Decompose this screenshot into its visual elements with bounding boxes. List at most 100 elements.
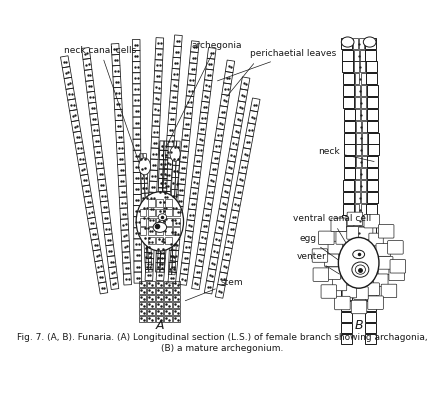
Ellipse shape <box>341 37 354 47</box>
Text: neck: neck <box>318 147 374 162</box>
FancyBboxPatch shape <box>364 214 380 228</box>
Bar <box>148 209 155 216</box>
Text: stem: stem <box>185 278 243 301</box>
FancyBboxPatch shape <box>336 232 350 244</box>
Bar <box>343 73 354 84</box>
Bar <box>164 280 172 287</box>
Bar <box>365 38 376 49</box>
Bar <box>342 62 353 73</box>
Bar <box>140 209 146 216</box>
FancyBboxPatch shape <box>378 224 394 238</box>
Bar <box>355 180 360 191</box>
Bar <box>356 144 360 156</box>
FancyBboxPatch shape <box>347 212 363 226</box>
Bar <box>365 50 376 60</box>
Bar <box>367 97 378 108</box>
Bar <box>173 309 180 316</box>
Bar <box>173 316 180 322</box>
Bar <box>368 144 379 156</box>
Bar <box>344 109 355 120</box>
Ellipse shape <box>136 192 183 251</box>
Bar <box>156 295 163 301</box>
Bar <box>341 290 352 300</box>
Bar <box>148 237 155 244</box>
Bar <box>173 295 180 301</box>
FancyBboxPatch shape <box>326 267 340 280</box>
FancyBboxPatch shape <box>368 296 383 310</box>
Bar <box>355 85 360 96</box>
Bar <box>156 316 163 322</box>
FancyBboxPatch shape <box>324 254 339 266</box>
Ellipse shape <box>352 262 369 277</box>
Bar <box>342 216 353 226</box>
FancyBboxPatch shape <box>351 300 367 314</box>
Bar <box>354 227 359 238</box>
Bar <box>353 38 358 49</box>
Bar <box>156 309 163 316</box>
FancyBboxPatch shape <box>347 226 361 239</box>
Ellipse shape <box>170 146 180 161</box>
Bar <box>356 109 360 120</box>
Bar <box>156 302 163 308</box>
Bar <box>361 85 366 96</box>
FancyBboxPatch shape <box>359 227 373 240</box>
Bar <box>361 168 366 179</box>
Bar <box>366 73 377 84</box>
Bar <box>341 312 352 322</box>
FancyBboxPatch shape <box>328 241 342 254</box>
Bar <box>139 288 146 294</box>
Bar <box>365 227 376 238</box>
Bar <box>360 204 365 215</box>
Bar <box>164 309 172 316</box>
Bar <box>343 204 354 215</box>
Bar <box>362 144 367 156</box>
Text: A: A <box>156 319 164 332</box>
Bar <box>367 85 378 96</box>
Bar <box>362 156 367 167</box>
Bar <box>344 156 355 167</box>
Bar <box>342 227 353 238</box>
Ellipse shape <box>353 250 364 259</box>
Bar <box>147 280 155 287</box>
Bar <box>157 237 163 244</box>
Bar <box>359 38 364 49</box>
Bar <box>173 280 180 287</box>
Bar <box>360 227 364 238</box>
Bar <box>344 121 355 132</box>
Bar <box>361 97 366 108</box>
Bar <box>367 109 378 120</box>
Bar <box>139 316 146 322</box>
Bar <box>147 302 155 308</box>
Text: archegonia: archegonia <box>167 41 242 145</box>
Text: (B) a mature archegonium.: (B) a mature archegonium. <box>161 344 283 353</box>
Bar <box>342 50 353 60</box>
FancyBboxPatch shape <box>374 274 388 287</box>
Ellipse shape <box>153 222 166 233</box>
Bar <box>173 288 180 294</box>
Bar <box>164 302 172 308</box>
Ellipse shape <box>139 158 150 175</box>
Bar <box>341 301 352 311</box>
Text: perichaetial leaves: perichaetial leaves <box>218 49 336 81</box>
Bar <box>157 218 163 226</box>
Bar <box>355 204 360 215</box>
Ellipse shape <box>338 237 379 288</box>
Bar <box>355 192 360 203</box>
Text: egg: egg <box>299 234 350 268</box>
Bar <box>165 218 172 226</box>
Bar <box>139 309 146 316</box>
Bar <box>367 168 378 179</box>
FancyBboxPatch shape <box>321 285 336 298</box>
Bar <box>360 62 365 73</box>
Bar <box>360 216 365 226</box>
Bar <box>360 73 365 84</box>
FancyBboxPatch shape <box>369 233 383 246</box>
Bar <box>157 209 163 216</box>
Ellipse shape <box>363 37 376 47</box>
FancyBboxPatch shape <box>335 296 350 310</box>
Bar <box>174 227 180 235</box>
Bar <box>157 227 163 235</box>
FancyBboxPatch shape <box>379 256 393 269</box>
Bar <box>354 216 359 226</box>
Bar <box>139 302 146 308</box>
